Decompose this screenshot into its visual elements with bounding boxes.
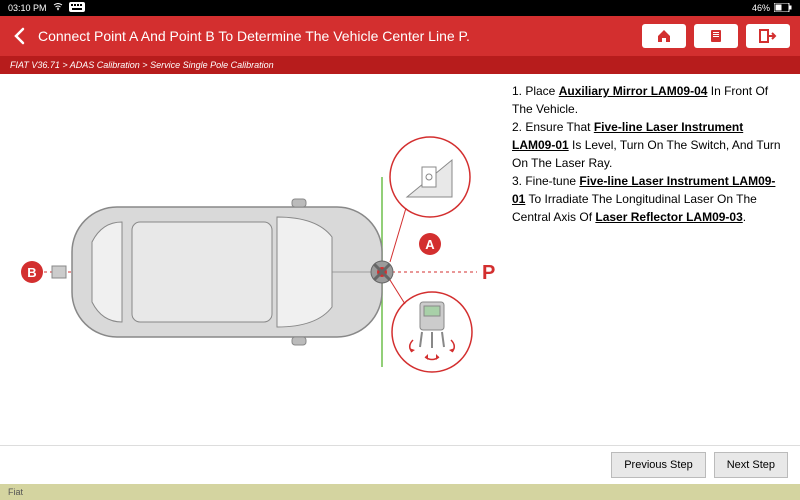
keyboard-icon: [69, 2, 85, 14]
next-step-button[interactable]: Next Step: [714, 452, 788, 478]
wifi-icon: [53, 3, 63, 13]
breadcrumb: FIAT V36.71 > ADAS Calibration > Service…: [0, 56, 800, 74]
battery-pct: 46%: [752, 3, 770, 13]
label-A: A: [425, 237, 435, 252]
status-time: 03:10 PM: [8, 3, 47, 13]
battery-icon: [774, 3, 792, 14]
footer-brand: Fiat: [0, 484, 800, 500]
instruction-text: 1. Place Auxiliary Mirror LAM09-04 In Fr…: [512, 82, 788, 437]
app-header: Connect Point A And Point B To Determine…: [0, 16, 800, 56]
tool-button[interactable]: [694, 24, 738, 48]
back-arrow-icon[interactable]: [10, 26, 30, 46]
previous-step-button[interactable]: Previous Step: [611, 452, 705, 478]
instruction-line-2: 2. Ensure That Five-line Laser Instrumen…: [512, 118, 788, 172]
page-title: Connect Point A And Point B To Determine…: [38, 28, 642, 44]
status-bar: 03:10 PM 46%: [0, 0, 800, 16]
main-content: B A P: [0, 74, 800, 445]
label-B: B: [27, 265, 36, 280]
instruction-line-1: 1. Place Auxiliary Mirror LAM09-04 In Fr…: [512, 82, 788, 118]
instruction-line-3: 3. Fine-tune Five-line Laser Instrument …: [512, 172, 788, 226]
exit-button[interactable]: [746, 24, 790, 48]
home-button[interactable]: [642, 24, 686, 48]
label-P: P: [482, 262, 495, 284]
footer-button-row: Previous Step Next Step: [0, 445, 800, 484]
calibration-diagram: B A P: [12, 82, 502, 437]
